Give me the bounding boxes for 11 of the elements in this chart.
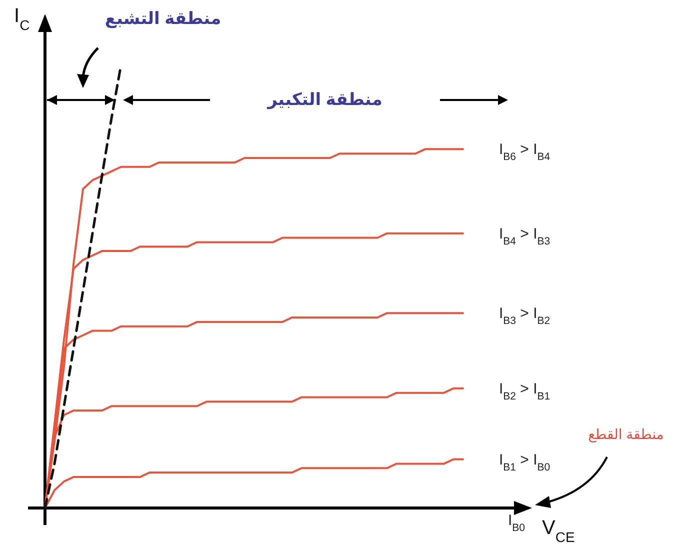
y-axis-title: I$_{C}$ [14, 5, 30, 33]
text: I$_{B2}$ > I$_{B1}$ [499, 380, 550, 402]
text: I$_{B1}$ > I$_{B0}$ [499, 451, 550, 474]
text: I$_{B6}$ > I$_{B4}$ [499, 141, 550, 164]
text: I$_{B3}$ > I$_{B2}$ [499, 305, 550, 328]
text: منطقة التشبع [104, 9, 222, 29]
text: I$_{B4}$ > I$_{B3}$ [499, 225, 550, 248]
annotation: منطقة التكبير [266, 90, 382, 110]
text: منطقة القطع [588, 426, 664, 443]
text: I$_{B0}$ [508, 512, 526, 534]
x-axis-title: V$_{CE}$ [542, 517, 575, 545]
